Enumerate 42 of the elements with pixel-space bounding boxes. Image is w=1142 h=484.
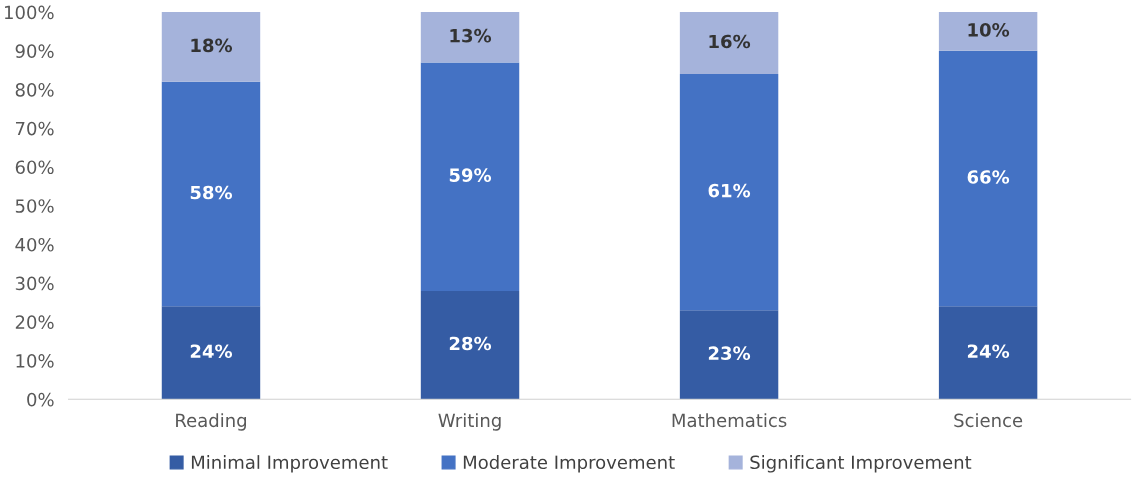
bar	[420, 62, 520, 291]
bar	[679, 12, 779, 75]
bar	[161, 81, 261, 307]
x-tick-label: Reading	[176, 413, 246, 431]
text: 13%	[450, 28, 492, 43]
bar	[420, 12, 520, 63]
y-tick-label: 40%	[15, 237, 54, 252]
bar	[161, 306, 261, 400]
y-tick-label: 10%	[16, 354, 54, 368]
x-tick-label: Mathematics	[672, 413, 787, 428]
x-tick-label: Writing	[438, 413, 501, 431]
x-tick-label: Science	[954, 413, 1023, 428]
legend-label: Minimal Improvement	[191, 455, 388, 473]
y-tick-label: 50%	[15, 199, 54, 213]
y-tick-label: 90%	[15, 44, 54, 58]
text: 16%	[709, 34, 751, 49]
y-tick-label: 0%	[27, 392, 54, 407]
text: 24%	[190, 344, 233, 359]
legend-label: Moderate Improvement	[463, 455, 675, 473]
text: 23%	[708, 346, 751, 361]
text: 61%	[708, 183, 751, 198]
bar	[938, 12, 1038, 51]
y-tick-label: 80%	[15, 83, 54, 97]
bar	[938, 50, 1038, 307]
bar	[161, 12, 261, 82]
text: 10%	[968, 23, 1010, 37]
text: 18%	[191, 38, 233, 53]
text: 58%	[190, 185, 233, 200]
legend-label: Significant Improvement	[750, 455, 972, 473]
y-tick-label: 30%	[15, 276, 54, 291]
bar	[938, 306, 1038, 400]
text: 24%	[967, 344, 1010, 359]
bar	[679, 310, 779, 400]
y-tick-label: 20%	[15, 315, 54, 329]
bar	[679, 74, 779, 311]
bar	[420, 290, 520, 400]
text: 66%	[967, 170, 1010, 184]
y-tick-label: 60%	[15, 160, 54, 175]
y-tick-label: 100%	[5, 5, 54, 20]
text: 59%	[449, 168, 492, 182]
text: 28%	[449, 336, 492, 351]
y-tick-label: 70%	[15, 121, 54, 136]
